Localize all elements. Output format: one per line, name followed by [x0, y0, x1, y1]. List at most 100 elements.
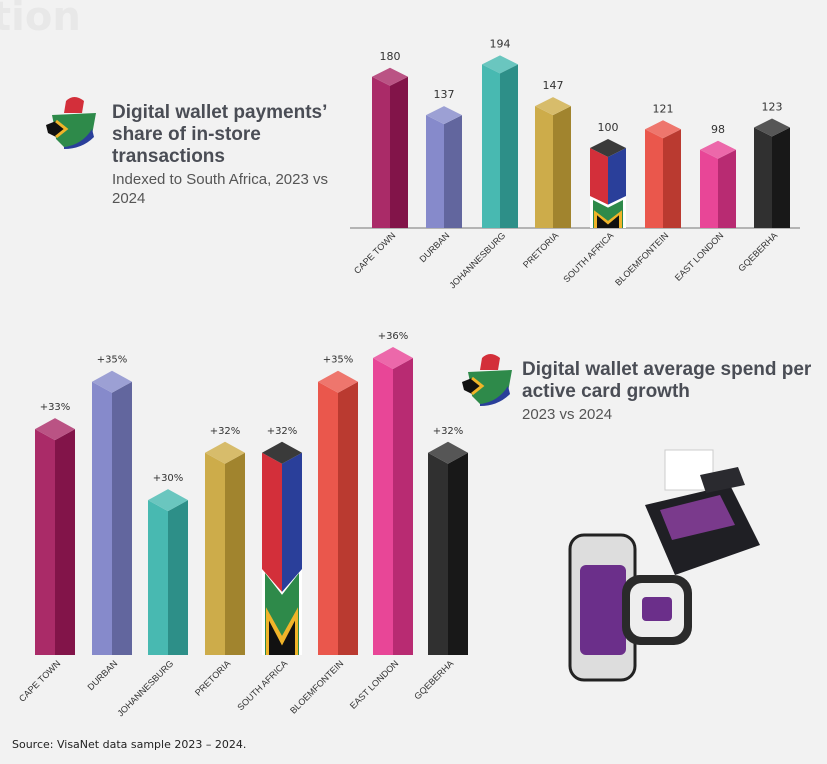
bar-left-face	[318, 381, 338, 655]
bar-top-face	[428, 441, 468, 464]
bar-left-face	[426, 115, 444, 228]
data-label: +32%	[267, 426, 298, 437]
data-label: 194	[490, 37, 511, 50]
data-label: +30%	[153, 473, 184, 484]
bar-left-face	[92, 381, 112, 655]
category-label: DURBAN	[85, 658, 119, 692]
bar-top-face	[262, 441, 302, 464]
bar-right-face	[718, 149, 736, 228]
bar-left-face	[482, 64, 500, 228]
bar-gqeberha: +32% GQEBERHA	[412, 426, 468, 701]
bar-right-face	[338, 381, 358, 655]
chart1-title: Digital wallet payments’ share of in-sto…	[112, 102, 327, 167]
bar-top-face	[318, 370, 358, 393]
bar-right-face	[225, 452, 245, 655]
bar-left-face	[205, 452, 225, 655]
bar-right-face	[553, 106, 571, 228]
bar-left-face	[700, 149, 718, 228]
category-label: EAST LONDON	[348, 658, 401, 711]
category-label: PRETORIA	[521, 230, 560, 269]
category-label: BLOEMFONTEIN	[288, 658, 345, 715]
bar-top-face	[645, 120, 681, 139]
category-label: CAPE TOWN	[352, 230, 397, 275]
category-label: GQEBERHA	[412, 658, 455, 701]
data-label: +32%	[210, 426, 241, 437]
watermark-text: tion	[0, 0, 81, 40]
bar-pretoria: 147 PRETORIA	[521, 79, 571, 270]
data-label: 137	[434, 88, 455, 101]
bar-pretoria: +32% PRETORIA	[193, 426, 245, 698]
bar-left-face	[754, 127, 772, 228]
chart-1: 180 CAPE TOWN 137 DURBAN 194 JOHANNESBURG 147 P…	[350, 37, 800, 290]
bar-top-face	[426, 106, 462, 125]
bar-top-face	[92, 370, 132, 393]
bar-east-london: 98 EAST LONDON	[673, 123, 736, 283]
flag-black-band	[269, 620, 295, 655]
bar-top-face	[148, 489, 188, 512]
bar-south-africa: 100 SOUTH AFRICA	[561, 121, 626, 284]
data-label: 180	[380, 50, 401, 63]
data-label: 121	[653, 102, 674, 115]
category-label: SOUTH AFRICA	[235, 658, 289, 712]
bar-top-face	[754, 118, 790, 137]
category-label: GQEBERHA	[736, 230, 779, 273]
category-label: JOHANNESBURG	[115, 658, 175, 718]
data-label: +33%	[40, 402, 71, 413]
data-label: 147	[543, 79, 564, 92]
category-label: DURBAN	[417, 230, 451, 264]
category-label: BLOEMFONTEIN	[613, 230, 670, 287]
category-label: SOUTH AFRICA	[561, 230, 615, 284]
bar-durban: +35% DURBAN	[85, 355, 132, 692]
bar-right-face	[390, 76, 408, 228]
bar-top-face	[35, 418, 75, 441]
data-label: +36%	[378, 331, 409, 342]
bar-top-face	[482, 55, 518, 74]
south-africa-map-icon	[462, 354, 512, 406]
bar-gqeberha: 123 GQEBERHA	[736, 101, 790, 273]
payment-devices-illustration	[568, 449, 760, 682]
bar-top-face	[590, 139, 626, 157]
bar-top-face	[372, 67, 408, 86]
chart-2: +33%CAPE TOWN+35%DURBAN+30%JOHANNESBURG+…	[17, 331, 468, 718]
bar-cape-town: 180 CAPE TOWN	[352, 50, 408, 276]
source-note: Source: VisaNet data sample 2023 – 2024.	[12, 738, 247, 751]
chart2-heading: Digital wallet average spend per active …	[522, 359, 822, 424]
bar-right-face	[393, 358, 413, 655]
bar-right-face	[772, 127, 790, 228]
bar-left-face	[148, 500, 168, 655]
bar-top-face	[535, 97, 571, 116]
bar-left-face	[35, 429, 55, 655]
flag-black-band	[597, 215, 619, 228]
bar-top-face	[700, 140, 736, 159]
bar-left-face	[372, 76, 390, 228]
chart1-subtitle: Indexed to South Africa, 2023 vs 2024	[112, 171, 328, 207]
data-label: 98	[711, 123, 725, 136]
bar-right-face	[112, 381, 132, 655]
category-label: JOHANNESBURG	[447, 230, 507, 290]
data-label: 123	[762, 101, 783, 114]
bar-right-face	[55, 429, 75, 655]
data-label: +32%	[433, 426, 464, 437]
bar-cape-town: +33% CAPE TOWN	[17, 402, 75, 704]
bar-right-face	[168, 500, 188, 655]
chart2-title: Digital wallet average spend per active …	[522, 359, 812, 402]
bar-left-face	[373, 358, 393, 655]
bar-right-face	[444, 115, 462, 228]
chart1-heading: Digital wallet payments’ share of in-sto…	[112, 102, 342, 208]
bar-right-face	[663, 129, 681, 228]
data-label: +35%	[97, 355, 128, 366]
bar-left-face	[535, 106, 553, 228]
category-label: PRETORIA	[193, 658, 232, 697]
chart2-subtitle: 2023 vs 2024	[522, 406, 613, 423]
data-label: 100	[598, 121, 619, 134]
bar-right-face	[448, 452, 468, 655]
south-africa-map-icon	[46, 97, 96, 149]
bar-right-face	[500, 64, 518, 228]
bar-left-face	[645, 129, 663, 228]
bar-top-face	[373, 347, 413, 369]
data-label: +35%	[323, 355, 354, 366]
category-label: EAST LONDON	[673, 230, 726, 283]
bar-south-africa: +32% SOUTH AFRICA	[235, 426, 302, 712]
